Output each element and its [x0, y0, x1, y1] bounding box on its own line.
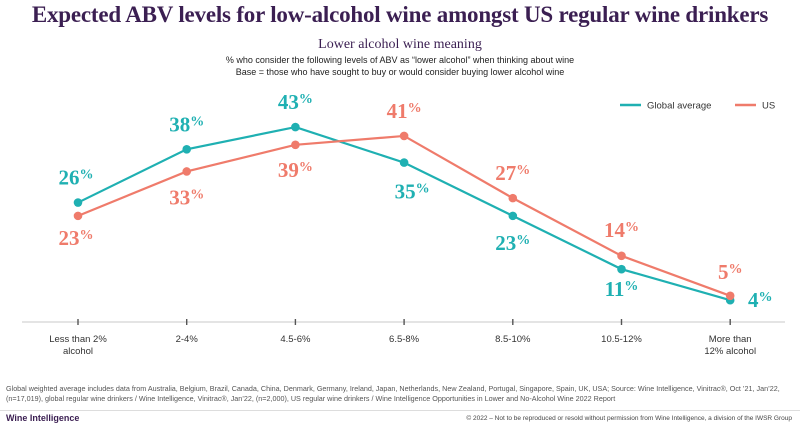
data-label-global: 38%	[169, 112, 204, 136]
x-tick-label: alcohol	[63, 346, 93, 357]
data-point-global	[182, 144, 191, 154]
legend-label: US	[762, 101, 775, 112]
footnote: Global weighted average includes data fr…	[6, 384, 786, 404]
x-tick-label: Less than 2%	[49, 334, 107, 345]
copyright-notice: © 2022 – Not to be reproduced or resold …	[466, 415, 792, 422]
page-title: Expected ABV levels for low-alcohol wine…	[31, 2, 769, 27]
data-point-global	[399, 158, 409, 167]
data-label-global: 43%	[278, 90, 313, 114]
data-point-us	[508, 193, 518, 203]
data-label-global: 23%	[495, 231, 530, 255]
data-label-us: 23%	[59, 226, 94, 250]
data-point-global	[291, 122, 300, 132]
legend-label: Global average	[647, 101, 711, 112]
brand-logo-text: Wine Intelligence	[6, 413, 80, 423]
data-label-global: 35%	[395, 180, 430, 204]
x-tick-label: 2-4%	[176, 334, 199, 345]
x-tick-label: More than	[709, 334, 752, 345]
x-tick-label: 10.5-12%	[601, 334, 642, 345]
data-point-us	[182, 167, 191, 176]
data-point-global	[617, 264, 626, 274]
data-label-global: 11%	[605, 277, 639, 301]
data-point-us	[617, 251, 626, 261]
data-label-global: 26%	[59, 166, 94, 190]
chart-description: % who consider the following levels of A…	[225, 55, 575, 65]
series-line-global	[77, 125, 731, 302]
chart-subtitle: Lower alcohol wine meaning	[318, 37, 482, 52]
footnote-line-2: (n=17,019), global regular wine drinkers…	[6, 394, 616, 403]
x-tick-label: 6.5-8%	[389, 334, 420, 345]
data-label-us: 27%	[495, 161, 530, 185]
data-label-us: 33%	[169, 185, 204, 209]
data-point-global	[73, 198, 83, 207]
data-point-global	[508, 211, 518, 221]
footer-divider	[0, 410, 800, 411]
footnote-line-1: Global weighted average includes data fr…	[6, 384, 780, 393]
data-label-global: 4%	[748, 288, 773, 312]
data-label-us: 41%	[387, 99, 422, 123]
data-label-us: 39%	[278, 158, 313, 182]
data-point-us	[73, 211, 83, 221]
data-label-us: 5%	[718, 260, 743, 284]
x-tick-label: 4.5-6%	[280, 334, 311, 345]
x-tick-label: 8.5-10%	[495, 334, 531, 345]
data-point-us	[725, 291, 735, 301]
x-tick-label: 12% alcohol	[704, 346, 756, 357]
data-point-us	[399, 131, 409, 141]
data-point-us	[291, 140, 300, 150]
data-label-us: 14%	[604, 218, 639, 242]
chart-base-note: Base = those who have sought to buy or w…	[235, 67, 565, 77]
line-chart: Less than 2%alcohol 2-4% 4.5-6% 6.5-8% 8.5-1…	[22, 90, 785, 357]
